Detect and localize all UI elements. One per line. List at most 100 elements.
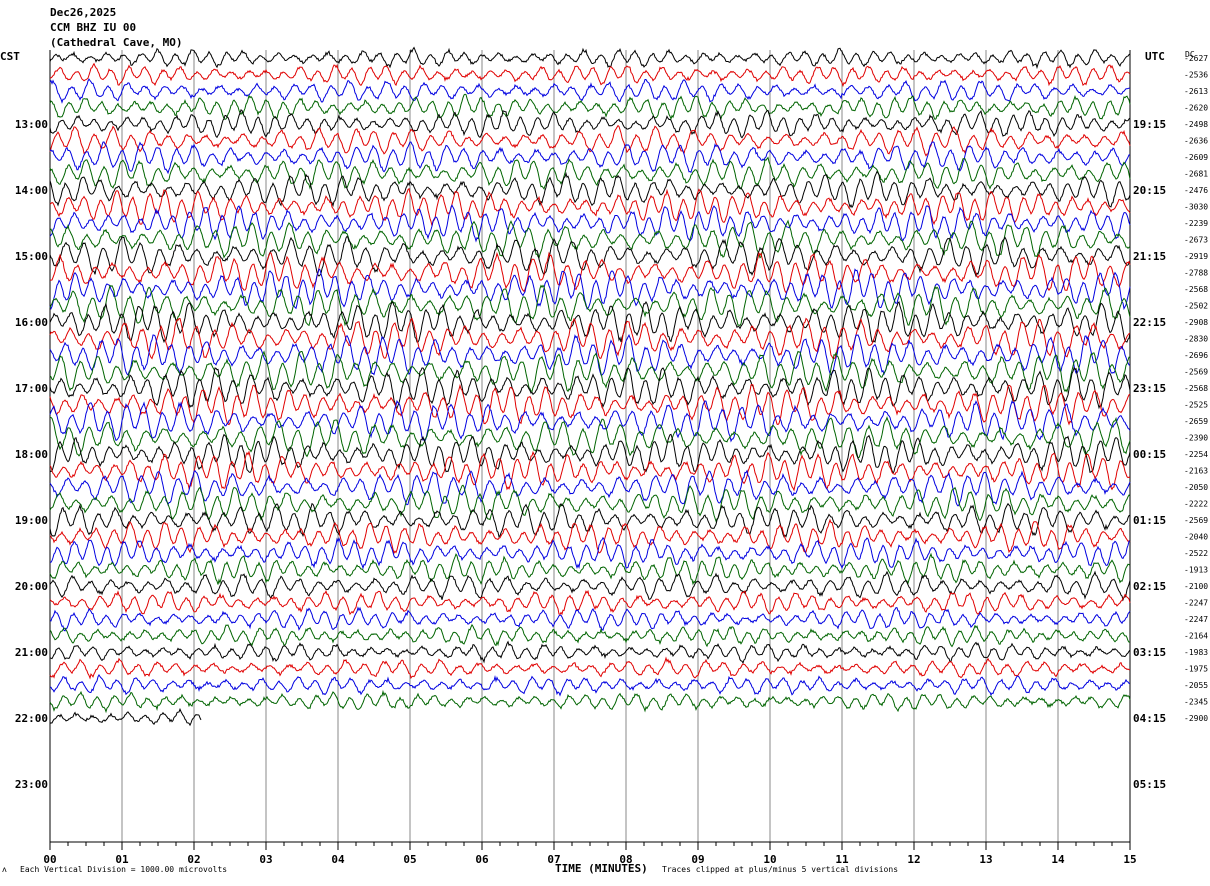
footer-scale-note: Each Vertical Division = 1000.00 microvo… (20, 865, 228, 874)
seismic-trace (49, 284, 1131, 327)
seismic-trace (49, 570, 1131, 602)
right-hour-label: 00:15 (1133, 448, 1166, 461)
grid-layer (49, 50, 1131, 843)
dc-offset-label: -2498 (1184, 120, 1208, 129)
dc-offset-label: -2390 (1184, 434, 1208, 443)
dc-offset-label: -2569 (1184, 368, 1208, 377)
seismic-trace (49, 552, 1131, 586)
x-tick-label: 12 (907, 853, 920, 866)
dc-offset-label: -2569 (1184, 516, 1208, 525)
dc-offset-label: -1913 (1184, 566, 1208, 575)
left-hour-label: 18:00 (15, 448, 48, 461)
dc-offset-label: -2536 (1184, 71, 1208, 80)
seismic-trace (49, 383, 1131, 426)
left-hour-label: 21:00 (15, 646, 48, 659)
seismic-trace (49, 109, 1131, 139)
dc-offset-label: -2659 (1184, 417, 1208, 426)
dc-offset-label: -2239 (1184, 219, 1208, 228)
seismic-trace (49, 78, 1131, 104)
right-hour-label: 04:15 (1133, 712, 1166, 725)
dc-offset-label: -2568 (1184, 384, 1208, 393)
right-hour-label: 22:15 (1133, 316, 1166, 329)
dc-offset-label: -2681 (1184, 170, 1208, 179)
seismic-trace (49, 187, 1131, 226)
seismic-trace (49, 674, 1130, 697)
right-hour-label: 20:15 (1133, 184, 1166, 197)
dc-offset-label: -2522 (1184, 549, 1208, 558)
footer-clip-note: Traces clipped at plus/minus 5 vertical … (662, 865, 899, 874)
x-tick-label: 07 (547, 853, 560, 866)
dc-offset-label: -2050 (1184, 483, 1208, 492)
seismic-trace (49, 350, 1131, 393)
dc-offset-label: -2568 (1184, 285, 1208, 294)
dc-offset-label: -2476 (1184, 186, 1208, 195)
seismic-trace (49, 156, 1131, 190)
left-hour-label: 15:00 (15, 250, 48, 263)
x-tick-label: 15 (1123, 853, 1136, 866)
station-label: CCM BHZ IU 00 (50, 21, 137, 34)
right-hour-label: 05:15 (1133, 778, 1166, 791)
seismic-trace (49, 469, 1131, 507)
seismic-trace (49, 204, 1131, 243)
x-tick-label: 03 (259, 853, 272, 866)
x-tick-label: 08 (619, 853, 632, 866)
footer-mark: ᴧ (2, 865, 7, 874)
left-timezone-label: CST (0, 50, 20, 63)
dc-offset-label: -2345 (1184, 698, 1208, 707)
dc-offset-label: -2620 (1184, 104, 1208, 113)
seismic-trace (49, 334, 1131, 376)
right-hour-label: 21:15 (1133, 250, 1166, 263)
dc-offset-label: -2163 (1184, 467, 1208, 476)
seismic-trace (49, 689, 1131, 714)
dc-offset-label: -2247 (1184, 599, 1208, 608)
seismic-trace (49, 518, 1131, 555)
seismic-trace (49, 640, 1131, 665)
dc-offset-label: -2254 (1184, 450, 1208, 459)
dc-offset-label: -2055 (1184, 681, 1208, 690)
seismic-trace (49, 656, 1131, 680)
dc-offset-label: -2900 (1184, 714, 1208, 723)
right-hour-label: 01:15 (1133, 514, 1166, 527)
dc-offset-label: -2673 (1184, 236, 1208, 245)
x-tick-label: 09 (691, 853, 704, 866)
x-tick-label: 02 (187, 853, 200, 866)
dc-offset-label: -2613 (1184, 87, 1208, 96)
chart-header: Dec26,2025 CCM BHZ IU 00 (Cathedral Cave, … (50, 5, 182, 50)
dc-offset-label: -2100 (1184, 582, 1208, 591)
seismic-trace (49, 707, 202, 727)
right-hour-label: 19:15 (1133, 118, 1166, 131)
dc-offset-label: -2247 (1184, 615, 1208, 624)
seismic-trace (49, 484, 1131, 523)
x-tick-label: 10 (763, 853, 776, 866)
dc-offset-label: -2830 (1184, 335, 1208, 344)
left-hour-label: 13:00 (15, 118, 48, 131)
left-hour-label: 16:00 (15, 316, 48, 329)
seismic-trace (49, 317, 1131, 360)
seismic-trace (49, 366, 1131, 410)
seismic-trace (49, 235, 1131, 278)
x-tick-label: 13 (979, 853, 992, 866)
dc-offset-label: -2609 (1184, 153, 1208, 162)
seismic-trace (50, 416, 1131, 458)
x-axis-title: TIME (MINUTES) (555, 862, 648, 875)
dc-offset-label: -2908 (1184, 318, 1208, 327)
right-hour-label: 23:15 (1133, 382, 1166, 395)
left-hour-label: 23:00 (15, 778, 48, 791)
seismic-trace (50, 251, 1131, 294)
trace-layer (49, 46, 1131, 727)
seismic-trace (49, 606, 1131, 632)
seismic-trace (49, 62, 1131, 88)
left-hour-label: 19:00 (15, 514, 48, 527)
dc-offset-label: -2164 (1184, 632, 1208, 641)
x-tick-label: 14 (1051, 853, 1065, 866)
x-tick-label: 06 (475, 853, 489, 866)
left-hour-label: 20:00 (15, 580, 48, 593)
x-tick-label: 04 (331, 853, 345, 866)
seismic-trace (49, 433, 1131, 475)
seismic-trace (49, 93, 1131, 121)
seismic-trace (49, 141, 1131, 175)
axis-layer: 00 01 02 03 04 05 06 07 08 09 10 11 12 13 14 15 13:00 14:… (15, 54, 1208, 866)
left-hour-label: 14:00 (15, 184, 48, 197)
dc-offset-label: -1983 (1184, 648, 1208, 657)
